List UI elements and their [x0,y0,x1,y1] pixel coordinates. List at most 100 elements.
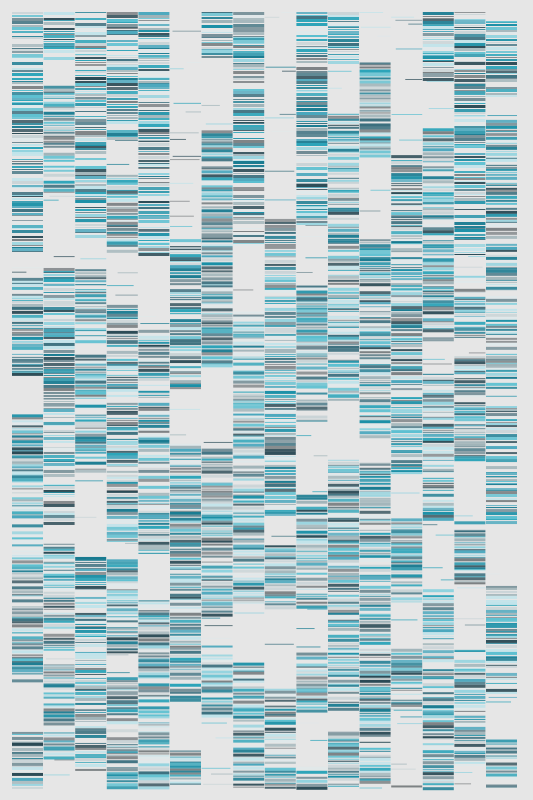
stripe [359,467,391,469]
stripe [422,135,454,138]
stripe [359,708,391,712]
stripe [201,648,233,650]
stripe [106,786,138,790]
stripe [264,775,296,777]
stripe [454,275,486,278]
stripe [264,553,296,557]
stripe [328,522,359,526]
stripe [328,644,359,647]
stripe [170,657,201,661]
stripe [486,466,517,470]
stripe [264,227,296,231]
stripe [422,202,454,204]
stripe [359,510,391,514]
stripe [138,141,170,142]
stripe [233,311,265,314]
stripe [328,121,359,124]
stripe [391,114,423,116]
stripe [422,329,454,333]
stripe [43,35,75,38]
stripe [138,362,170,364]
stripe [328,601,359,604]
stripe [296,500,328,504]
stripe [359,660,391,664]
stripe [75,331,107,335]
stripe [454,764,486,766]
stripe [422,12,454,15]
stripe [422,702,454,705]
stripe [201,49,233,50]
stripe [201,221,233,223]
stripe [328,398,359,401]
stripe [138,329,170,333]
stripe [422,722,454,726]
stripe [328,262,359,266]
stripe [170,265,201,269]
stripe [138,634,170,638]
stripe [201,579,233,581]
stripe [296,345,328,347]
stripe [75,418,107,420]
stripe [12,481,43,483]
stripe [296,335,328,339]
stripe [264,503,296,505]
stripe [391,577,423,579]
stripe [75,272,107,275]
stripe [43,708,75,711]
stripe [486,130,517,132]
stripe [422,507,454,510]
stripe [170,502,201,505]
stripe [359,140,391,143]
stripe [201,534,233,536]
stripe [201,333,233,337]
stripe [264,299,296,302]
stripe [75,430,107,433]
stripe [422,197,454,200]
stripe [328,502,359,506]
stripe [422,249,454,253]
stripe [75,217,107,218]
stripe [233,160,265,161]
stripe [422,514,454,518]
stripe [106,579,138,582]
stripe [359,380,391,382]
stripe [138,183,170,186]
stripe [12,509,43,511]
stripe [170,434,187,436]
stripe [233,446,265,449]
stripe [201,246,233,248]
stripe [75,340,107,344]
stripe [359,146,391,149]
stripe [422,479,454,482]
stripe [486,184,517,186]
stripe [138,753,170,755]
stripe [170,489,201,491]
stripe [359,664,391,667]
stripe [391,243,423,245]
stripe [360,26,391,28]
stripe [422,307,454,311]
stripe [296,666,328,668]
stripe [422,275,454,277]
stripe [391,169,423,173]
stripe [486,279,517,281]
stripe [296,329,328,333]
stripe [328,542,359,544]
stripe [271,535,296,537]
stripe [106,568,138,571]
stripe [328,12,359,15]
stripe [12,430,43,434]
stripe [170,443,201,446]
stripe [12,283,43,286]
stripe [12,437,43,439]
stripe [12,147,43,149]
stripe [138,726,170,728]
stripe [201,305,233,309]
stripe [422,394,454,397]
stripe [328,466,359,468]
stripe [359,576,391,580]
stripe [296,673,328,676]
stripe [328,679,359,683]
stripe [454,156,486,158]
stripe [359,468,391,470]
